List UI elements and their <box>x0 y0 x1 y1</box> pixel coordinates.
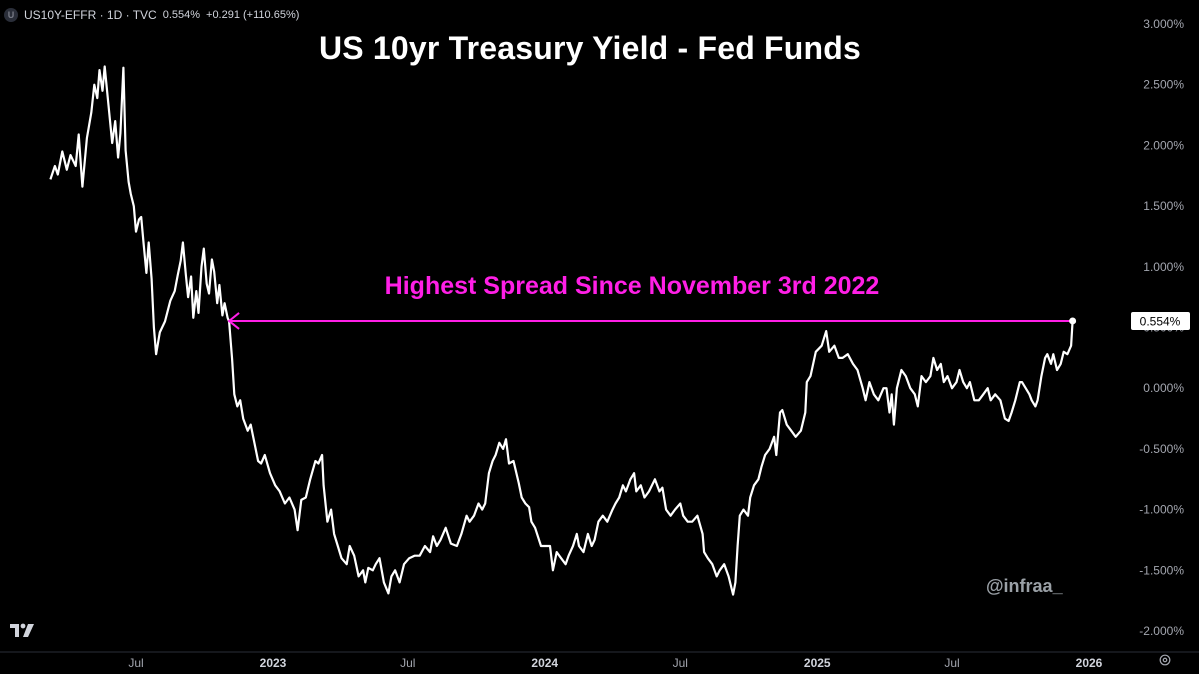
x-tick-label: 2026 <box>1076 656 1103 670</box>
symbol-logo-icon: U <box>4 8 18 22</box>
y-tick-label: -0.500% <box>1139 442 1184 456</box>
gear-icon[interactable] <box>1158 653 1172 667</box>
y-tick-label: 1.500% <box>1143 199 1184 213</box>
x-tick-label: Jul <box>944 656 959 670</box>
spread-annotation: Highest Spread Since November 3rd 2022 <box>227 272 1077 330</box>
symbol-name[interactable]: US10Y-EFFR · 1D · TVC <box>24 8 157 22</box>
x-tick-label: 2024 <box>531 656 558 670</box>
y-tick-label: 2.500% <box>1143 78 1184 92</box>
author-watermark: @infraa_ <box>986 576 1063 596</box>
last-value-label: 0.554% <box>1131 311 1190 330</box>
symbol-last-value: 0.554% <box>162 9 201 21</box>
y-tick-label: 3.000% <box>1143 17 1184 31</box>
y-tick-label: -2.000% <box>1139 624 1184 638</box>
symbol-change: +0.291 (+110.65%) <box>206 9 300 21</box>
x-tick-label: Jul <box>673 656 688 670</box>
y-tick-label: -1.500% <box>1139 563 1184 577</box>
last-point-marker <box>1069 317 1077 325</box>
annotation-arrowhead <box>227 312 240 330</box>
y-tick-label: -1.000% <box>1139 503 1184 517</box>
x-tick-label: 2023 <box>260 656 287 670</box>
last-value-box <box>1131 311 1190 330</box>
series-line-us10y-effr <box>49 65 1074 596</box>
x-tick-label: 2025 <box>804 656 831 670</box>
x-tick-label: Jul <box>400 656 415 670</box>
x-axis[interactable]: Jul 2023 Jul 2024 Jul 2025 Jul 2026 <box>128 656 1102 670</box>
y-tick-label: 1.000% <box>1143 260 1184 274</box>
chart-title: US 10yr Treasury Yield - Fed Funds <box>318 30 862 66</box>
last-value-text: 0.554% <box>1140 314 1181 328</box>
y-tick-label: 0.000% <box>1143 381 1184 395</box>
y-tick-label: 2.000% <box>1143 138 1184 152</box>
symbol-info-bar[interactable]: U US10Y-EFFR · 1D · TVC 0.554% +0.291 (+… <box>4 4 299 26</box>
tradingview-logo-icon[interactable] <box>9 621 39 639</box>
annotation-text: Highest Spread Since November 3rd 2022 <box>385 272 880 300</box>
x-tick-label: Jul <box>128 656 143 670</box>
